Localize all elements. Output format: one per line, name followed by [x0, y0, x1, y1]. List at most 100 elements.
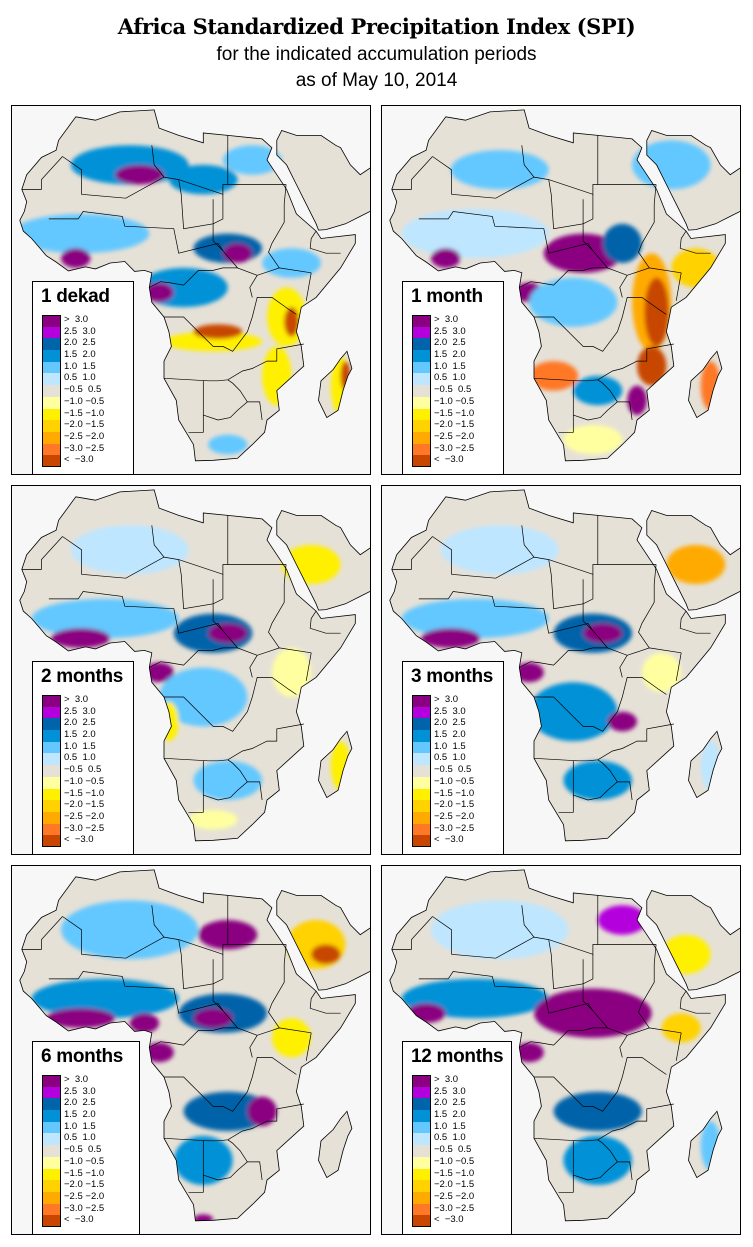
country-border — [21, 916, 63, 950]
legend-swatch — [412, 373, 431, 386]
country-border — [203, 401, 263, 421]
legend-swatch — [412, 1203, 431, 1216]
spi-anomaly-region — [271, 647, 312, 697]
legend-range-label: > 3.0 — [64, 314, 89, 325]
spi-anomaly-region — [440, 525, 559, 575]
legend-range-label: −2.0 −1.5 — [64, 419, 105, 431]
legend-swatch — [42, 753, 61, 766]
legend-range-label: −2.0 −1.5 — [434, 419, 475, 431]
legend-swatch — [412, 706, 431, 719]
legend-range-label: 2.5 3.0 — [434, 325, 466, 337]
country-border — [418, 591, 682, 656]
country-border — [48, 591, 312, 656]
legend-range-label: 2.0 2.5 — [434, 337, 466, 349]
legend-swatch — [42, 408, 61, 421]
spi-anomaly-region — [164, 331, 263, 352]
country-border — [249, 1035, 258, 1058]
map-panel-1-dekad: 1 dekad > 3.0 2.5 3.0 2.0 2.5 1.5 2.0 1.0 1.5… — [11, 105, 371, 475]
legend-swatch — [412, 326, 431, 339]
legend-range-label: 2.0 2.5 — [434, 717, 466, 729]
country-border — [533, 343, 674, 382]
legend-swatch — [42, 718, 61, 731]
legend-range-label: > 3.0 — [434, 694, 459, 705]
legend-swatch — [412, 1215, 431, 1227]
legend-range-label: < −3.0 — [64, 454, 94, 466]
legend-swatch — [42, 1215, 61, 1227]
legend-swatch — [42, 730, 61, 742]
country-border — [305, 272, 312, 301]
country-border — [418, 211, 682, 276]
legend-swatch — [42, 1075, 61, 1087]
africa-coastline — [389, 489, 726, 842]
spi-anomaly-region — [671, 248, 721, 288]
legend-swatch — [412, 835, 431, 847]
legend-box: 3 months > 3.0 2.5 3.0 2.0 2.5 1.5 2.0 1.0 1.… — [402, 661, 504, 854]
legend-swatch — [42, 695, 61, 707]
country-border — [178, 939, 214, 990]
map-panel-12-months: 12 months > 3.0 2.5 3.0 2.0 2.5 1.5 2.0 1.0 1… — [381, 865, 741, 1235]
legend-swatch — [42, 835, 61, 847]
legend-swatch — [412, 443, 431, 456]
spi-map — [19, 489, 370, 842]
country-border — [638, 944, 657, 1029]
legend-swatch — [412, 1086, 431, 1099]
legend-swatch — [412, 431, 431, 444]
legend-range-label: −2.5 −2.0 — [434, 810, 475, 822]
spi-anomaly-region — [627, 385, 647, 416]
spi-anomaly-region — [666, 544, 726, 585]
country-border — [582, 574, 594, 631]
legend-range-label: 2.5 3.0 — [434, 1085, 466, 1097]
spi-anomaly-region — [311, 944, 341, 965]
spi-anomaly-region — [607, 711, 638, 732]
legend-range-label: 0.5 1.0 — [434, 372, 466, 384]
country-border — [268, 564, 287, 649]
spi-anomaly-region — [144, 1042, 174, 1063]
legend-swatch — [412, 361, 431, 374]
spi-anomaly-region — [602, 223, 642, 264]
map-panel-3-months: 3 months > 3.0 2.5 3.0 2.0 2.5 1.5 2.0 1.0 1.… — [381, 485, 741, 855]
country-border — [675, 652, 682, 681]
legend-range-label: 0.5 1.0 — [64, 372, 96, 384]
legend-box: 2 months > 3.0 2.5 3.0 2.0 2.5 1.5 2.0 1.0 1.… — [32, 661, 134, 854]
spi-anomaly-region — [183, 1091, 272, 1131]
spi-anomaly-region — [159, 667, 248, 727]
country-border — [418, 971, 682, 1036]
country-border — [534, 297, 667, 352]
country-border — [163, 1103, 304, 1142]
legend-range-label: > 3.0 — [434, 314, 459, 325]
country-border — [305, 1032, 312, 1061]
spi-anomaly-region — [284, 307, 299, 337]
legend-range-label: 0.5 1.0 — [434, 1132, 466, 1144]
legend-range-label: −1.0 −0.5 — [64, 395, 105, 407]
spi-anomaly-region — [114, 164, 165, 185]
legend-range-label: −0.5 0.5 — [434, 384, 472, 396]
madagascar-coastline — [318, 350, 353, 419]
legend-range-label: 2.5 3.0 — [64, 1085, 96, 1097]
country-border — [212, 194, 224, 251]
spi-anomaly-region — [431, 900, 569, 960]
spi-anomaly-region — [514, 1042, 544, 1063]
legend-swatch — [42, 315, 61, 327]
spi-anomaly-region — [193, 324, 243, 340]
africa-coastline — [19, 869, 356, 1222]
country-border — [178, 179, 214, 230]
legend-swatch — [42, 326, 61, 339]
spi-anomaly-region — [563, 1135, 633, 1185]
country-border — [582, 194, 594, 251]
legend-box: 12 months > 3.0 2.5 3.0 2.0 2.5 1.5 2.0 1.0 1… — [402, 1041, 512, 1234]
spi-anomaly-region — [193, 1008, 233, 1028]
legend-box: 1 month > 3.0 2.5 3.0 2.0 2.5 1.5 2.0 1.0 1.5… — [402, 281, 504, 474]
legend-swatch — [412, 718, 431, 731]
spi-anomaly-region — [208, 623, 248, 644]
country-border — [21, 156, 63, 190]
country-border — [548, 939, 584, 990]
spi-anomaly-region — [661, 934, 711, 974]
spi-anomaly-region — [159, 701, 179, 742]
country-border — [309, 230, 341, 254]
country-border — [548, 179, 584, 230]
legend-range-label: 2.0 2.5 — [434, 1097, 466, 1109]
spi-map — [389, 869, 740, 1222]
arabia-coastline — [276, 510, 370, 611]
legend-swatch — [42, 1086, 61, 1099]
legend-range-label: 2.0 2.5 — [64, 717, 96, 729]
